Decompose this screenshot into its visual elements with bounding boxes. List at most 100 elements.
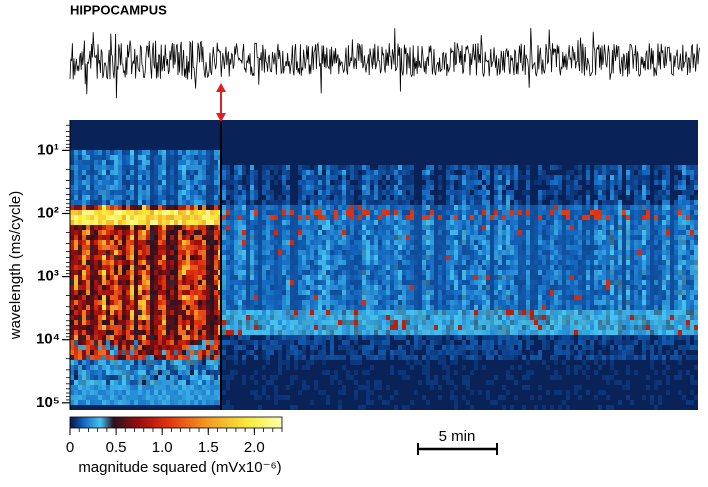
spectrogram-cell	[266, 165, 270, 170]
spectrogram-cell	[174, 240, 178, 245]
spectrogram-cell	[482, 220, 486, 225]
spectrogram-cell	[70, 190, 74, 195]
spectrogram-cell	[462, 230, 466, 235]
spectrogram-cell	[350, 270, 354, 275]
spectrogram-cell	[474, 305, 478, 310]
spectrogram-cell	[138, 190, 142, 195]
spectrogram-cell	[270, 175, 274, 180]
spectrogram-cell	[114, 350, 118, 355]
spectrogram-cell	[370, 265, 374, 270]
spectrogram-cell	[278, 330, 282, 335]
spectrogram-cell	[282, 260, 286, 265]
spectrogram-cell	[498, 270, 502, 275]
spectrogram-cell	[470, 280, 474, 285]
spectrogram-cell	[490, 240, 494, 245]
spectrogram-cell	[490, 265, 494, 270]
spectrogram-cell	[302, 240, 306, 245]
spectrogram-cell	[450, 250, 454, 255]
spectrogram-cell	[242, 315, 246, 320]
spectrogram-cell	[158, 185, 162, 190]
spectrogram-cell	[178, 400, 182, 405]
spectrogram-cell	[534, 290, 538, 295]
spectrogram-cell	[510, 355, 514, 360]
spectrogram-cell	[458, 190, 462, 195]
spectrogram-cell	[486, 315, 490, 320]
spectrogram-cell	[358, 265, 362, 270]
spectrogram-cell	[406, 375, 410, 380]
spectrogram-cell	[230, 255, 234, 260]
spectrogram-cell	[470, 285, 474, 290]
spectrogram-cell	[90, 385, 94, 390]
spectrogram-cell	[538, 255, 542, 260]
spectrogram-cell	[262, 190, 266, 195]
spectrogram-cell	[538, 215, 542, 220]
spectrogram-cell	[170, 190, 174, 195]
spectrogram-cell	[406, 320, 410, 325]
spectrogram-cell	[198, 175, 202, 180]
spectrogram-cell	[106, 240, 110, 245]
spectrogram-cell	[274, 330, 278, 335]
spectrogram-cell	[202, 170, 206, 175]
spectrogram-cell	[414, 300, 418, 305]
spectrogram-cell	[234, 300, 238, 305]
spectrogram-cell	[146, 195, 150, 200]
spectrogram-cell	[178, 195, 182, 200]
spectrogram-cell	[222, 290, 226, 295]
spectrogram-cell	[370, 195, 374, 200]
spectrogram-cell	[242, 235, 246, 240]
spectrogram-cell	[130, 275, 134, 280]
spectrogram-cell	[426, 275, 430, 280]
spectrogram-cell	[526, 175, 530, 180]
spectrogram-cell	[394, 250, 398, 255]
spectrogram-cell	[70, 295, 74, 300]
spectrogram-cell	[294, 255, 298, 260]
spectrogram-cell	[374, 215, 378, 220]
spectrogram-cell	[186, 150, 190, 155]
spectrogram-cell	[386, 385, 390, 390]
spectrogram-cell	[498, 395, 502, 400]
spectrogram-cell	[130, 375, 134, 380]
spectrogram-cell	[346, 205, 350, 210]
spectrogram-cell	[346, 290, 350, 295]
spectrogram-cell	[422, 365, 426, 370]
spectrogram-cell	[314, 325, 318, 330]
spectrogram-cell	[174, 305, 178, 310]
spectrogram-cell	[122, 155, 126, 160]
spectrogram-cell	[214, 290, 218, 295]
spectrogram-cell	[166, 240, 170, 245]
spectrogram-cell	[310, 305, 314, 310]
spectrogram-cell	[194, 310, 198, 315]
spectrogram-cell	[70, 370, 74, 375]
spectrogram-cell	[310, 185, 314, 190]
spectrogram-cell	[130, 195, 134, 200]
spectrogram-cell	[410, 240, 414, 245]
spectrogram-cell	[126, 220, 130, 225]
spectrogram-cell	[394, 255, 398, 260]
spectrogram-cell	[166, 275, 170, 280]
spectrogram-cell	[126, 315, 130, 320]
spectrogram-cell	[458, 270, 462, 275]
spectrogram-cell	[538, 275, 542, 280]
spectrogram-cell	[418, 255, 422, 260]
spectrogram-cell	[122, 390, 126, 395]
spectrogram-cell	[302, 335, 306, 340]
spectrogram-cell	[206, 400, 210, 405]
spectrogram-cell	[322, 390, 326, 395]
spectrogram-cell	[282, 220, 286, 225]
spectrogram-cell	[182, 320, 186, 325]
spectrogram-cell	[238, 285, 242, 290]
spectrogram-cell	[122, 275, 126, 280]
spectrogram-cell	[314, 300, 318, 305]
spectrogram-cell	[538, 165, 542, 170]
spectrogram-cell	[498, 225, 502, 230]
spectrogram-cell	[194, 260, 198, 265]
spectrogram-cell	[214, 250, 218, 255]
spectrogram-cell	[470, 265, 474, 270]
spectrogram-cell	[142, 400, 146, 405]
spectrogram-cell	[534, 405, 538, 410]
spectrogram-cell	[294, 230, 298, 235]
spectrogram-cell	[226, 290, 230, 295]
spectrogram-cell	[522, 175, 526, 180]
spectrogram-cell	[446, 245, 450, 250]
spectrogram-cell	[94, 350, 98, 355]
